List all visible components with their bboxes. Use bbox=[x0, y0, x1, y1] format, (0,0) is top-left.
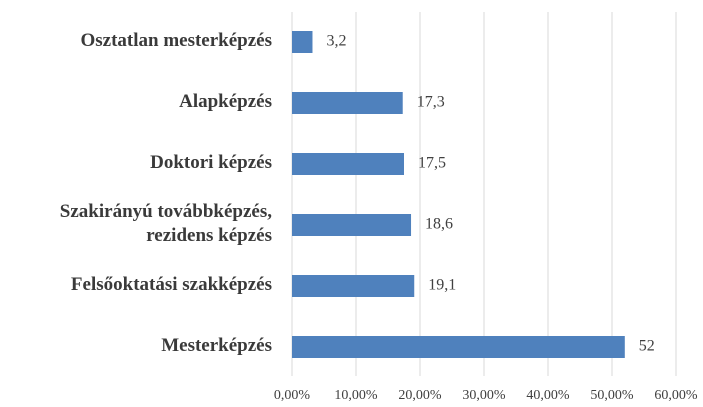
x-tick-label: 40,00% bbox=[526, 388, 570, 403]
x-tick-label: 20,00% bbox=[398, 388, 442, 403]
category-label: Osztatlan mesterképzés bbox=[80, 30, 272, 51]
bar bbox=[292, 275, 415, 297]
x-tick-label: 0,00% bbox=[274, 388, 311, 403]
value-label: 17,5 bbox=[418, 155, 446, 172]
value-label: 17,3 bbox=[417, 94, 445, 111]
category-label: Doktori képzés bbox=[150, 152, 272, 173]
bar bbox=[292, 31, 313, 53]
bar bbox=[292, 92, 403, 114]
category-label: Mesterképzés bbox=[161, 335, 272, 356]
value-label: 19,1 bbox=[428, 277, 456, 294]
bar bbox=[292, 153, 404, 175]
bar bbox=[292, 214, 412, 236]
value-label: 18,6 bbox=[425, 216, 453, 233]
bar bbox=[292, 336, 625, 358]
x-tick-label: 10,00% bbox=[334, 388, 378, 403]
x-tick-label: 30,00% bbox=[462, 388, 506, 403]
category-label: Felsőoktatási szakképzés bbox=[71, 274, 272, 295]
category-label: Alapképzés bbox=[179, 91, 272, 112]
value-label: 52 bbox=[639, 338, 655, 355]
x-tick-label: 60,00% bbox=[654, 388, 698, 403]
category-label: Szakirányú továbbképzés, rezidens képzés bbox=[60, 201, 272, 246]
value-label: 3,2 bbox=[326, 33, 346, 50]
x-tick-label: 50,00% bbox=[590, 388, 634, 403]
